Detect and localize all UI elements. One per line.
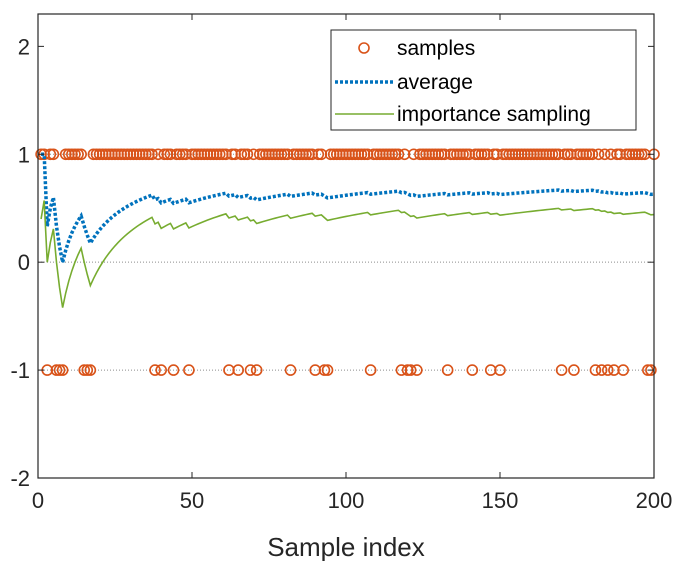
sample-point <box>404 364 417 376</box>
x-axis-label: Sample index <box>267 532 425 561</box>
sample-point <box>617 364 630 376</box>
sample-point <box>592 148 605 161</box>
sample-point <box>275 148 288 161</box>
sample-point <box>580 148 593 161</box>
sample-point <box>81 364 94 376</box>
sample-point <box>318 364 331 376</box>
sample-point <box>241 148 254 161</box>
sample-point <box>56 364 69 376</box>
sample-point <box>457 148 469 161</box>
sample-point <box>155 364 167 376</box>
y-tick-label: 1 <box>18 142 30 167</box>
x-tick-label: 200 <box>636 488 673 513</box>
y-tick-label: 2 <box>18 34 30 59</box>
x-axis: 0 50 100 150 200 <box>32 14 672 513</box>
sample-point <box>645 364 657 376</box>
sample-point <box>173 148 186 161</box>
y-tick-label: -1 <box>10 358 30 383</box>
x-tick-label: 150 <box>482 488 519 513</box>
sample-point <box>44 148 57 161</box>
legend-marker-samples <box>358 42 370 54</box>
sample-point <box>47 148 60 161</box>
sample-point <box>140 148 152 161</box>
legend: samples average importance sampling <box>330 29 637 131</box>
sample-point <box>78 364 90 376</box>
sample-point <box>232 364 244 376</box>
sample-point <box>432 148 445 161</box>
x-tick-label: 0 <box>32 488 44 513</box>
sample-point <box>555 364 568 376</box>
sample-point <box>146 148 158 161</box>
sample-point <box>586 148 599 161</box>
y-tick-label: -2 <box>10 466 30 491</box>
sample-point <box>632 148 645 161</box>
sample-point <box>558 148 571 161</box>
sample-point <box>568 364 580 376</box>
sample-point <box>84 364 97 376</box>
sample-point <box>75 148 87 161</box>
sample-point <box>364 364 377 376</box>
y-tick-label: 0 <box>18 250 30 275</box>
sample-point <box>284 364 297 376</box>
sample-point <box>598 148 611 161</box>
sample-point <box>53 364 66 376</box>
sample-point <box>321 364 334 376</box>
sample-point <box>355 148 368 161</box>
sample-point <box>158 148 171 161</box>
sample-point <box>546 148 559 161</box>
x-tick-label: 50 <box>180 488 204 513</box>
sample-point <box>595 364 608 376</box>
sample-point <box>466 364 479 376</box>
sample-point <box>50 364 63 376</box>
y-axis: -2 -1 0 1 2 <box>10 34 654 491</box>
sample-point <box>494 364 506 376</box>
sample-point <box>250 364 263 376</box>
importance-sampling-line <box>40 200 655 308</box>
sample-point <box>635 148 648 161</box>
sample-point <box>183 364 195 376</box>
x-tick-label: 100 <box>328 488 365 513</box>
legend-label-average: average <box>397 71 473 94</box>
sample-point <box>244 364 257 376</box>
sample-point <box>475 148 488 161</box>
sample-point <box>411 364 423 376</box>
legend-label-importance-sampling: importance sampling <box>397 103 591 126</box>
sample-point <box>441 364 454 376</box>
sample-point <box>72 148 84 161</box>
sample-point <box>167 364 180 376</box>
sample-point <box>601 364 614 376</box>
sample-point <box>149 364 161 376</box>
samples-series <box>35 148 660 376</box>
sample-point <box>589 364 602 376</box>
sample-point <box>300 148 312 161</box>
sample-point <box>69 148 81 161</box>
sample-point <box>392 148 405 161</box>
sample-point <box>312 148 325 161</box>
sample-point <box>235 148 248 161</box>
sample-point <box>386 148 399 161</box>
legend-label-samples: samples <box>397 37 475 60</box>
sample-point <box>213 148 226 161</box>
average-line <box>41 152 655 263</box>
